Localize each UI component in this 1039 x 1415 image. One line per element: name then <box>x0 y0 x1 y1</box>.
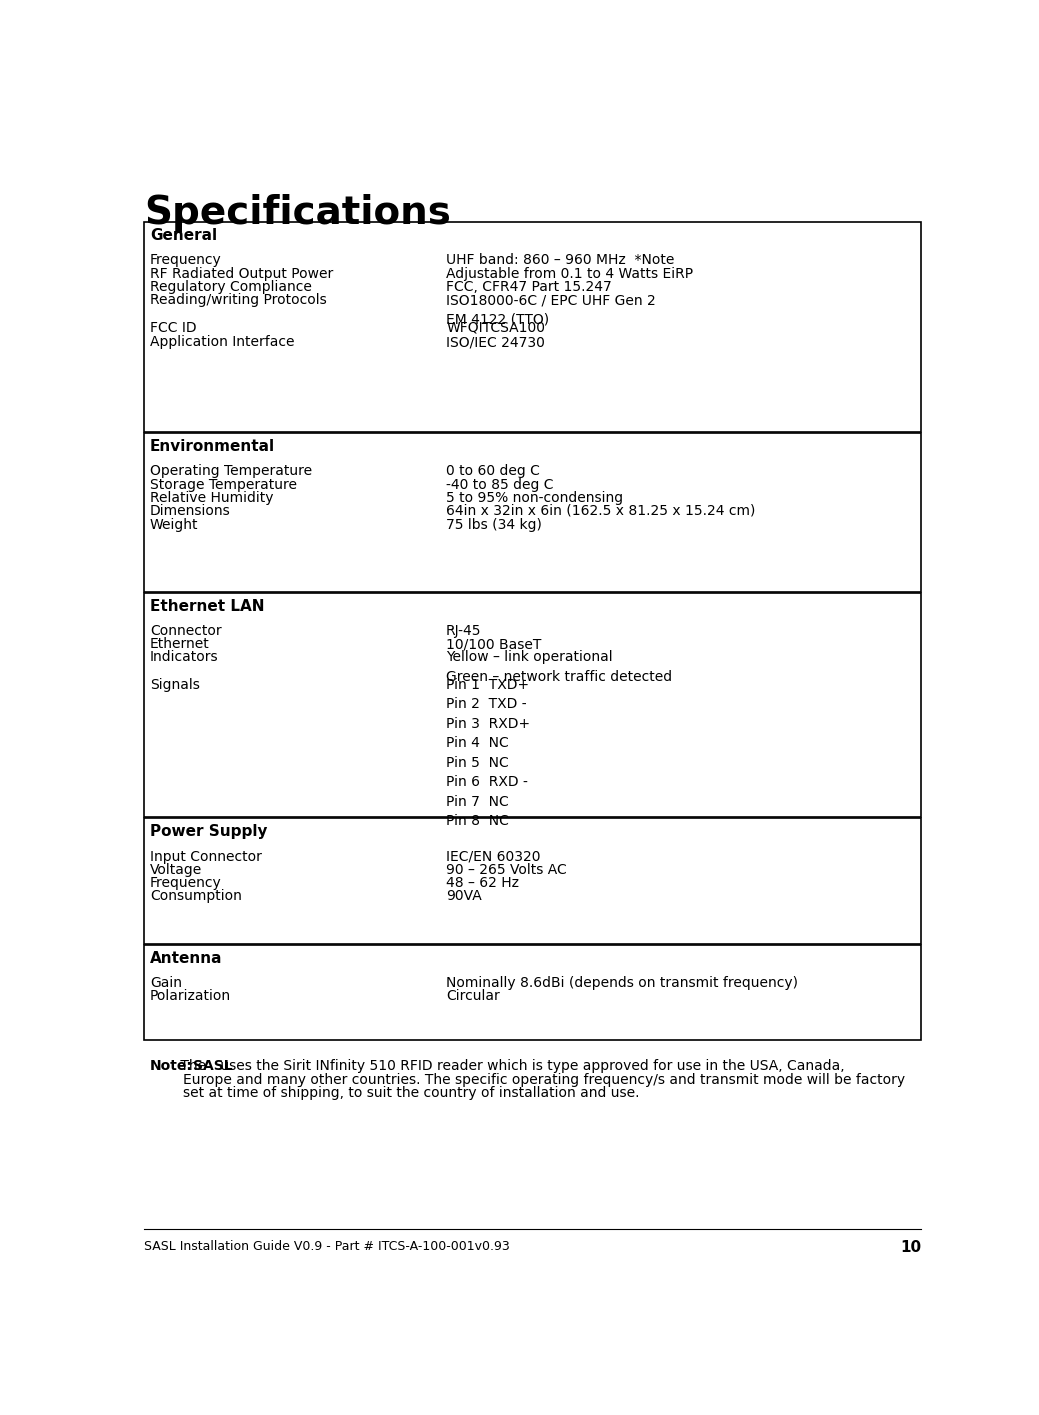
Text: Specifications: Specifications <box>143 194 451 232</box>
Text: RJ-45: RJ-45 <box>446 624 481 638</box>
Text: Frequency: Frequency <box>150 253 221 267</box>
FancyBboxPatch shape <box>143 593 922 816</box>
Text: Indicators: Indicators <box>150 651 218 664</box>
Text: Reading/writing Protocols: Reading/writing Protocols <box>150 293 327 307</box>
Text: Antenna: Antenna <box>150 951 222 966</box>
Text: 48 – 62 Hz: 48 – 62 Hz <box>446 876 520 890</box>
Text: set at time of shipping, to suit the country of installation and use.: set at time of shipping, to suit the cou… <box>183 1087 639 1099</box>
Text: Voltage: Voltage <box>150 863 203 877</box>
Text: Polarization: Polarization <box>150 989 231 1003</box>
FancyBboxPatch shape <box>143 433 922 591</box>
Text: Pin 1  TXD+
Pin 2  TXD -
Pin 3  RXD+
Pin 4  NC
Pin 5  NC
Pin 6  RXD -
Pin 7  NC
: Pin 1 TXD+ Pin 2 TXD - Pin 3 RXD+ Pin 4 … <box>446 678 530 829</box>
Text: FCC, CFR47 Part 15.247: FCC, CFR47 Part 15.247 <box>446 280 612 294</box>
Text: Dimensions: Dimensions <box>150 504 231 518</box>
Text: 75 lbs (34 kg): 75 lbs (34 kg) <box>446 518 542 532</box>
Text: Weight: Weight <box>150 518 198 532</box>
Text: RF Radiated Output Power: RF Radiated Output Power <box>150 267 334 280</box>
Text: 64in x 32in x 6in (162.5 x 81.25 x 15.24 cm): 64in x 32in x 6in (162.5 x 81.25 x 15.24… <box>446 504 755 518</box>
Text: uses the Sirit INfinity 510 RFID reader which is type approved for use in the US: uses the Sirit INfinity 510 RFID reader … <box>216 1060 845 1073</box>
Text: General: General <box>150 228 217 243</box>
Text: Power Supply: Power Supply <box>150 825 267 839</box>
Text: FCC ID: FCC ID <box>150 321 196 335</box>
Text: IEC/EN 60320: IEC/EN 60320 <box>446 850 540 863</box>
Text: Application Interface: Application Interface <box>150 335 294 350</box>
Text: Consumption: Consumption <box>150 889 242 903</box>
Text: Relative Humidity: Relative Humidity <box>150 491 273 505</box>
Text: Gain: Gain <box>150 976 182 990</box>
Text: 90VA: 90VA <box>446 889 482 903</box>
Text: Input Connector: Input Connector <box>150 850 262 863</box>
Text: The: The <box>177 1060 211 1073</box>
Text: 0 to 60 deg C: 0 to 60 deg C <box>446 464 540 478</box>
Text: ISO18000-6C / EPC UHF Gen 2
EM 4122 (TTO): ISO18000-6C / EPC UHF Gen 2 EM 4122 (TTO… <box>446 293 656 327</box>
Text: SASL Installation Guide V0.9 - Part # ITCS-A-100-001v0.93: SASL Installation Guide V0.9 - Part # IT… <box>143 1240 509 1254</box>
Text: SASL: SASL <box>193 1060 233 1073</box>
Text: ISO/IEC 24730: ISO/IEC 24730 <box>446 335 544 350</box>
Text: Nominally 8.6dBi (depends on transmit frequency): Nominally 8.6dBi (depends on transmit fr… <box>446 976 798 990</box>
Text: 10: 10 <box>900 1240 922 1255</box>
Text: Connector: Connector <box>150 624 221 638</box>
Text: Storage Temperature: Storage Temperature <box>150 478 297 492</box>
Text: Signals: Signals <box>150 678 199 692</box>
Text: Circular: Circular <box>446 989 500 1003</box>
Text: 5 to 95% non-condensing: 5 to 95% non-condensing <box>446 491 623 505</box>
Text: Regulatory Compliance: Regulatory Compliance <box>150 280 312 294</box>
Text: -40 to 85 deg C: -40 to 85 deg C <box>446 478 554 492</box>
Text: UHF band: 860 – 960 MHz  *Note: UHF band: 860 – 960 MHz *Note <box>446 253 674 267</box>
Text: Europe and many other countries. The specific operating frequency/s and transmit: Europe and many other countries. The spe… <box>183 1073 905 1087</box>
Text: Yellow – link operational
Green – network traffic detected: Yellow – link operational Green – networ… <box>446 651 672 683</box>
Text: Ethernet: Ethernet <box>150 637 210 651</box>
Text: Environmental: Environmental <box>150 439 275 454</box>
Text: 90 – 265 Volts AC: 90 – 265 Volts AC <box>446 863 567 877</box>
Text: Note:: Note: <box>150 1060 193 1073</box>
FancyBboxPatch shape <box>143 818 922 944</box>
Text: 10/100 BaseT: 10/100 BaseT <box>446 637 541 651</box>
FancyBboxPatch shape <box>143 945 922 1040</box>
Text: Operating Temperature: Operating Temperature <box>150 464 312 478</box>
FancyBboxPatch shape <box>143 222 922 432</box>
Text: Adjustable from 0.1 to 4 Watts EiRP: Adjustable from 0.1 to 4 Watts EiRP <box>446 267 693 280</box>
Text: Frequency: Frequency <box>150 876 221 890</box>
Text: Ethernet LAN: Ethernet LAN <box>150 600 265 614</box>
Text: WFQITCSA100: WFQITCSA100 <box>446 321 545 335</box>
